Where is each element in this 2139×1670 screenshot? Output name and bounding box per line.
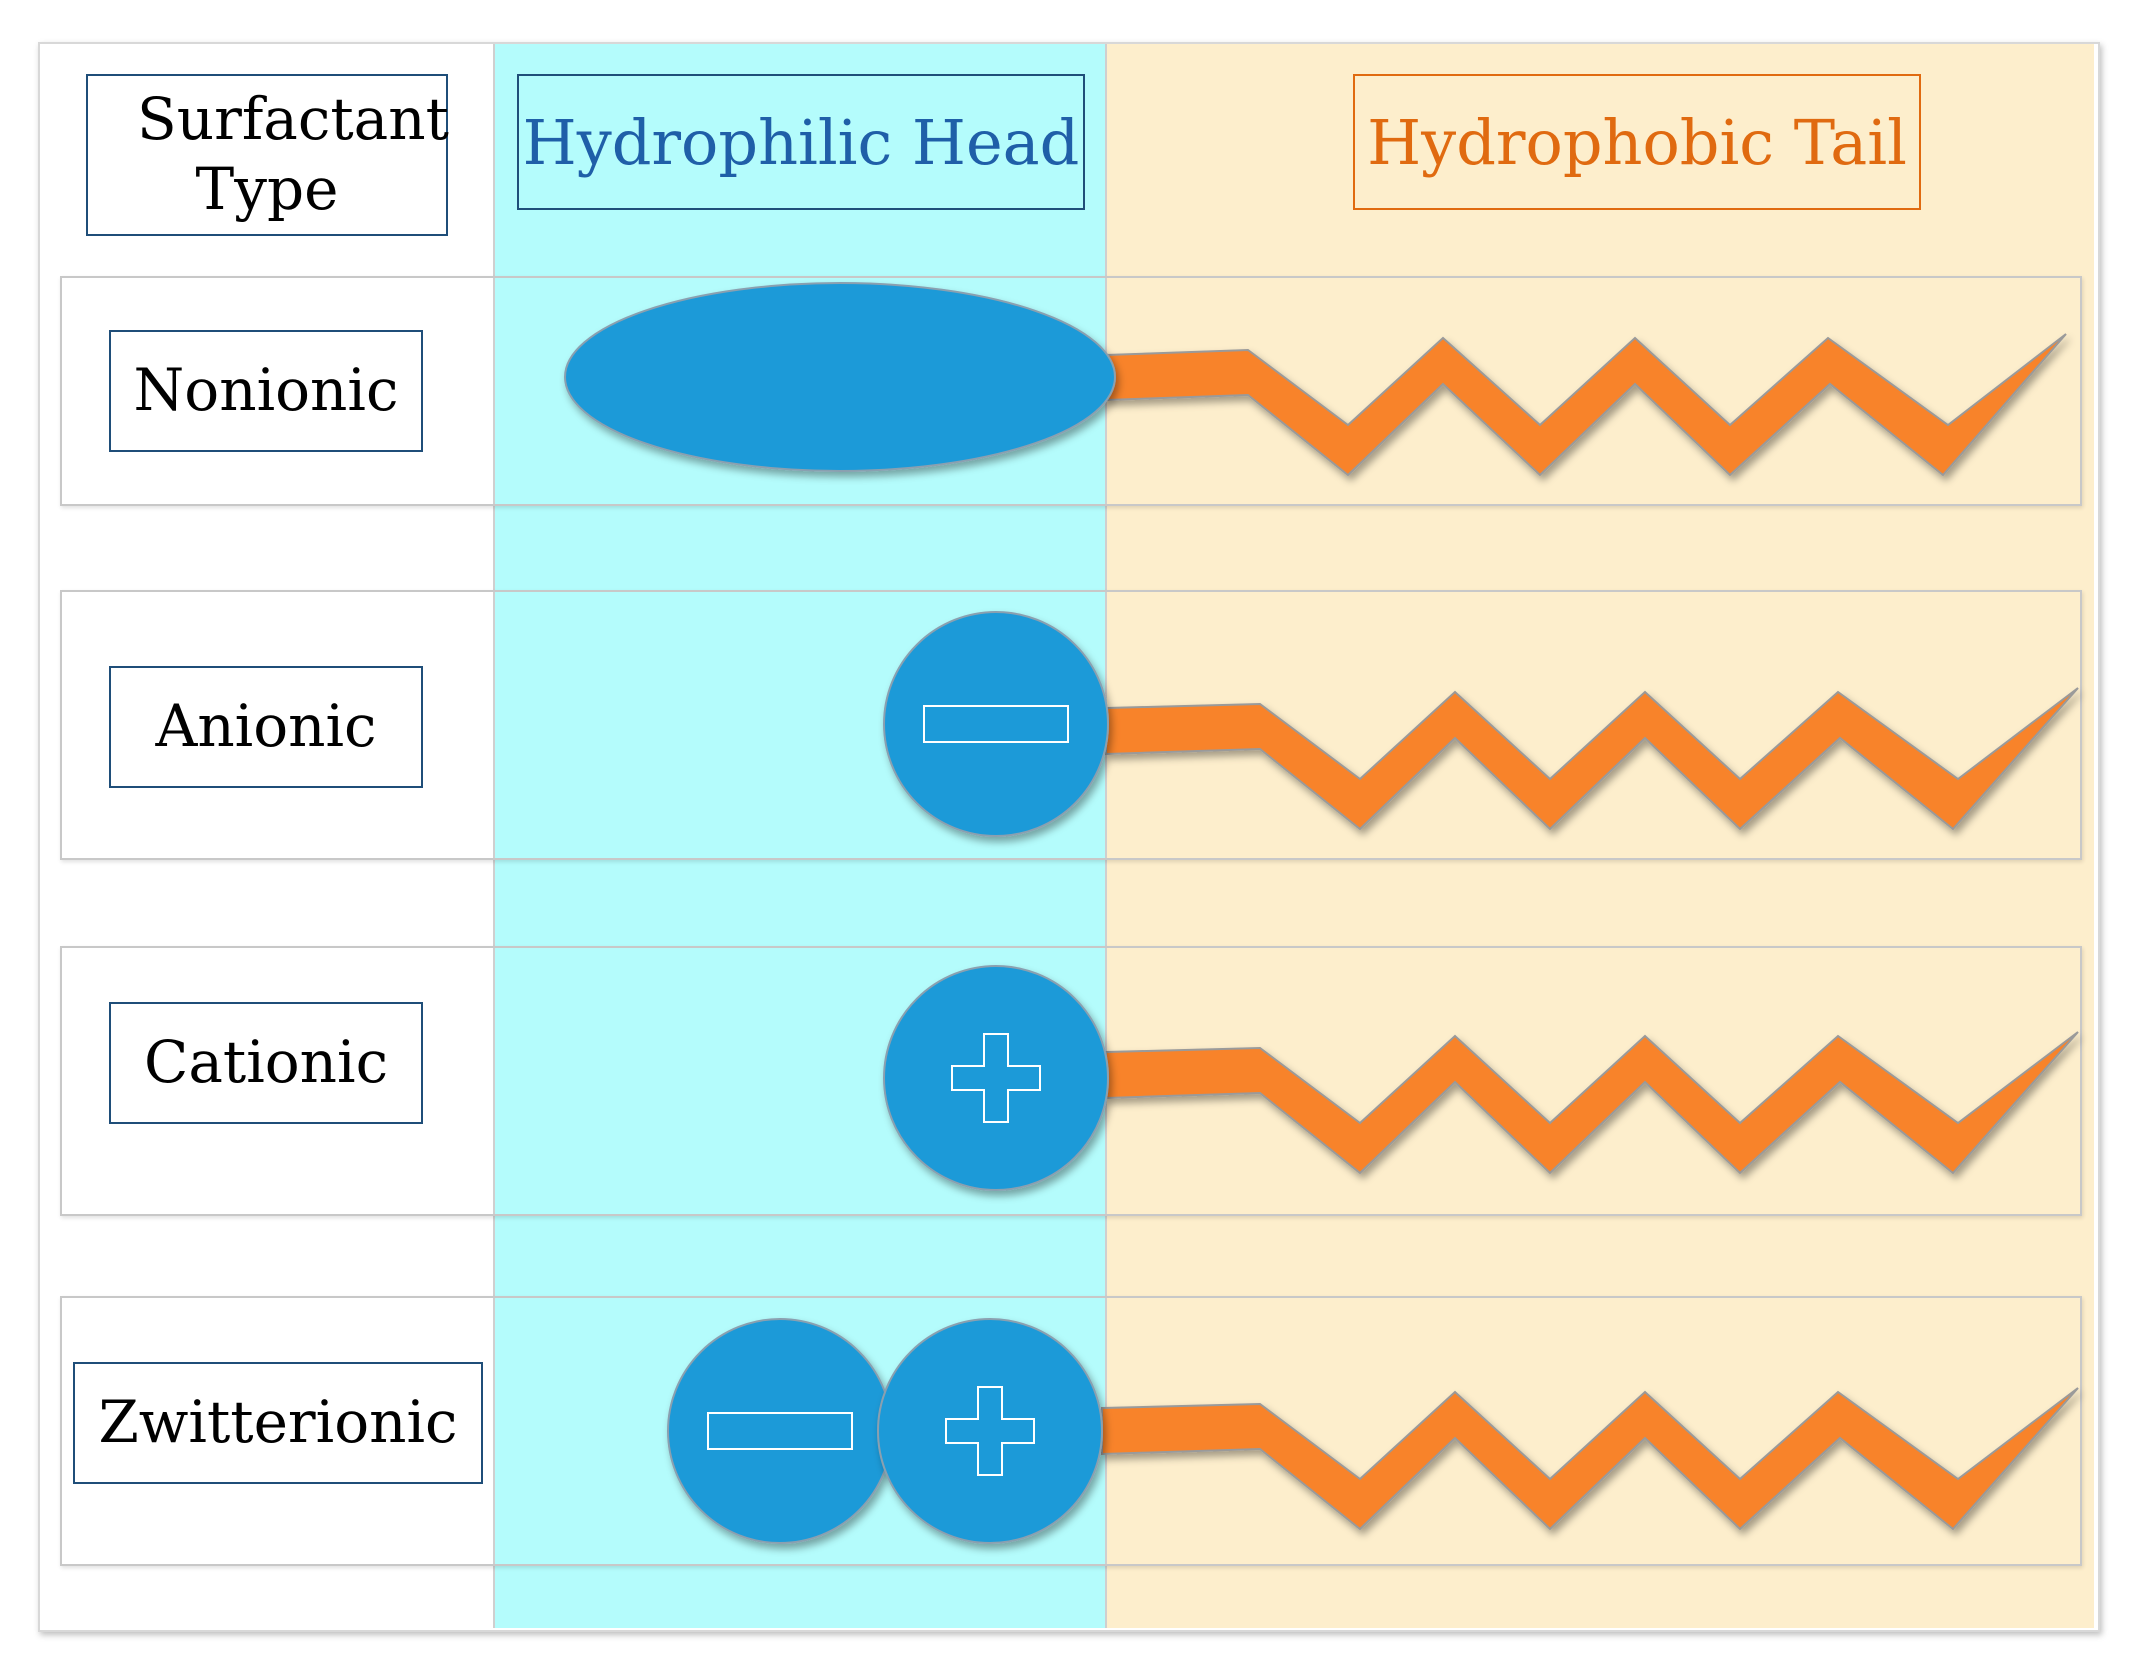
anionic-molecule [883,611,2079,837]
zwitterionic-tail [1101,1387,2079,1531]
row-box-nonionic [60,276,2082,506]
anionic-label-box: Anionic [109,666,423,788]
cationic-head [883,965,1109,1191]
anionic-label: Anionic [155,692,377,761]
anionic-tail [1105,687,2079,831]
minus-icon [707,1412,853,1450]
hydrophilic-head-header-text: Hydrophilic Head [522,105,1080,179]
hydrophobic-column-band [1106,44,2094,1628]
anionic-head [883,611,1109,837]
surfactant-type-header: Surfactant Type [86,74,449,236]
plus-icon [951,1033,1041,1123]
column-divider-2 [1105,44,1107,1628]
cationic-label-box: Cationic [109,1002,423,1124]
hydrophilic-head-header: Hydrophilic Head [517,74,1085,210]
nonionic-molecule [564,282,2067,477]
zwitterionic-label: Zwitterionic [98,1388,458,1457]
surfactant-type-header-text: Surfactant Type [137,85,449,223]
cationic-tail [1105,1031,2079,1175]
cationic-label: Cationic [143,1028,389,1097]
zwitterionic-molecule [667,1318,2079,1544]
row-box-anionic [60,590,2082,860]
row-box-cationic [60,946,2082,1216]
zwitterionic-positive-head [877,1318,1103,1544]
hydrophobic-tail-header: Hydrophobic Tail [1353,74,1921,210]
nonionic-tail [1105,333,2067,477]
column-divider-1 [493,44,495,1628]
row-box-zwitterionic [60,1296,2082,1566]
zwitterionic-negative-head [667,1318,893,1544]
nonionic-label-box: Nonionic [109,330,423,452]
cationic-molecule [883,965,2079,1191]
minus-icon [923,705,1069,743]
hydrophobic-tail-header-text: Hydrophobic Tail [1367,105,1907,179]
nonionic-head [564,282,1116,472]
plus-icon [945,1386,1035,1476]
zwitterionic-label-box: Zwitterionic [73,1362,483,1484]
nonionic-label: Nonionic [133,356,399,425]
